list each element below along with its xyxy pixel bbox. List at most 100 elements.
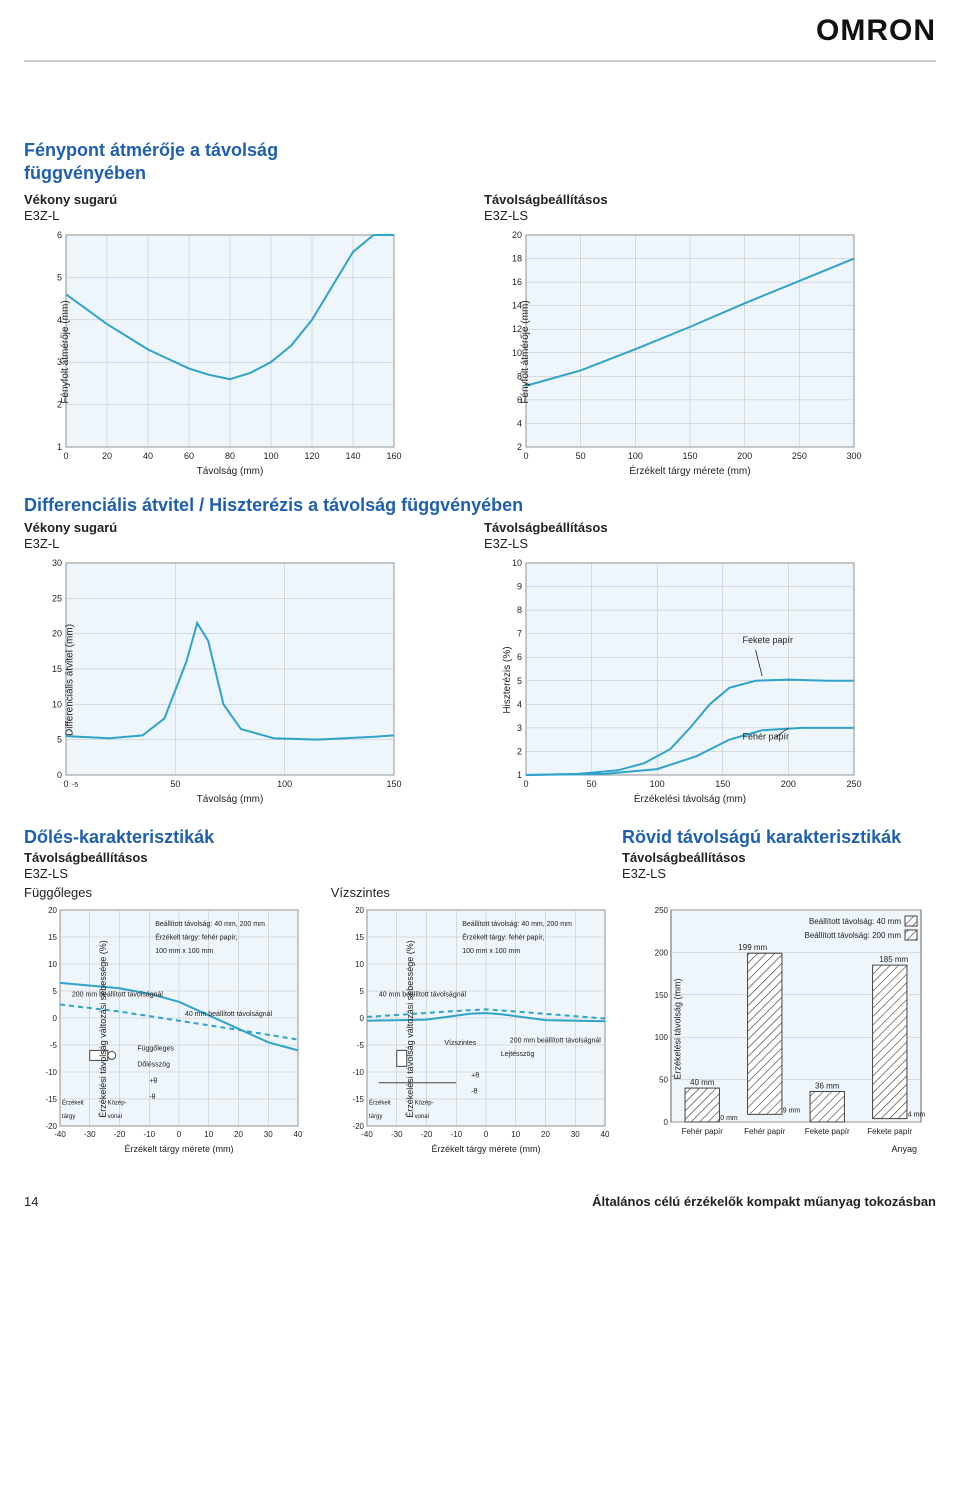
page-number: 14 [24, 1194, 38, 1209]
svg-text:0 mm: 0 mm [721, 1115, 739, 1122]
svg-text:15: 15 [355, 933, 364, 942]
chart-3a-yl: Érzékelési távolság változási sebessége … [98, 940, 108, 1118]
svg-text:tárgy: tárgy [62, 1114, 75, 1120]
svg-text:4: 4 [517, 699, 522, 709]
svg-text:-10: -10 [450, 1130, 462, 1139]
svg-text:0: 0 [177, 1130, 182, 1139]
s3-c2-head: Vízszintes [331, 885, 620, 900]
svg-text:0: 0 [63, 451, 68, 461]
svg-text:Érzékelt: Érzékelt [62, 1099, 84, 1106]
svg-text:Fehér papír: Fehér papír [744, 1127, 786, 1136]
svg-text:200: 200 [655, 948, 669, 957]
chart-3b-yl: Érzékelési távolság változási sebessége … [404, 940, 414, 1118]
svg-text:Érzékelt tárgy mérete (mm): Érzékelt tárgy mérete (mm) [431, 1144, 540, 1154]
content: Fénypont átmérője a távolság függvényébe… [0, 0, 960, 1194]
svg-text:150: 150 [655, 991, 669, 1000]
svg-text:100: 100 [277, 779, 292, 789]
svg-text:80: 80 [225, 451, 235, 461]
svg-text:16: 16 [512, 277, 522, 287]
svg-text:40 mm beállított távolságnál: 40 mm beállított távolságnál [379, 991, 467, 998]
svg-text:200: 200 [737, 451, 752, 461]
s1r-sub2: E3Z-LS [484, 208, 904, 223]
chart-3c-yl: Érzékelési távolság (mm) [673, 978, 683, 1079]
svg-text:20: 20 [355, 906, 364, 915]
svg-text:Beállított távolság: 40 mm, 20: Beállított távolság: 40 mm, 200 mm [155, 921, 265, 928]
chart-2r: Hiszterézis (%) 050100150200250123456789… [484, 555, 904, 805]
svg-text:100: 100 [650, 779, 665, 789]
svg-text:5: 5 [57, 735, 62, 745]
s1r-sub1: Távolságbeállításos [484, 192, 904, 207]
s2l-sub2: E3Z-L [24, 536, 444, 551]
s3-l1: Távolságbeállításos [24, 850, 604, 865]
svg-text:150: 150 [386, 779, 401, 789]
s3-l2: E3Z-LS [24, 866, 604, 881]
svg-text:10: 10 [52, 699, 62, 709]
svg-text:7: 7 [517, 629, 522, 639]
svg-text:100: 100 [263, 451, 278, 461]
s3-lt: Dőlés-karakterisztikák [24, 827, 604, 848]
svg-text:tárgy: tárgy [369, 1114, 382, 1120]
svg-text:-15: -15 [45, 1095, 57, 1104]
svg-text:Beállított távolság: 200 mm: Beállított távolság: 200 mm [805, 931, 902, 940]
svg-text:-5: -5 [50, 1041, 58, 1050]
svg-text:20: 20 [512, 230, 522, 240]
svg-text:0: 0 [63, 779, 68, 789]
svg-text:30: 30 [570, 1130, 579, 1139]
svg-text:Közép-: Közép- [108, 1100, 127, 1106]
svg-text:-10: -10 [143, 1130, 155, 1139]
svg-text:Közép-: Közép- [414, 1100, 433, 1106]
svg-text:185 mm: 185 mm [880, 955, 909, 964]
svg-text:36 mm: 36 mm [815, 1081, 840, 1090]
svg-text:20: 20 [52, 629, 62, 639]
svg-text:10: 10 [204, 1130, 213, 1139]
svg-text:15: 15 [48, 933, 57, 942]
svg-text:50: 50 [576, 451, 586, 461]
svg-text:Érzékelt tárgy: fehér papír,: Érzékelt tárgy: fehér papír, [155, 933, 237, 942]
s3-r2: E3Z-LS [622, 866, 922, 881]
svg-text:-30: -30 [84, 1130, 96, 1139]
s3-rt: Rövid távolságú karakterisztikák [622, 827, 922, 848]
svg-text:5: 5 [359, 987, 364, 996]
footer: 14 Általános célú érzékelők kompakt műan… [0, 1194, 960, 1223]
svg-text:100: 100 [655, 1033, 669, 1042]
svg-text:150: 150 [682, 451, 697, 461]
svg-text:Anyag: Anyag [892, 1144, 918, 1154]
s1l-sub2: E3Z-L [24, 208, 444, 223]
svg-text:10: 10 [355, 960, 364, 969]
svg-text:5: 5 [53, 987, 58, 996]
s3-r1: Távolságbeállításos [622, 850, 922, 865]
svg-text:200 mm beállított távolságnál: 200 mm beállított távolságnál [509, 1037, 600, 1044]
s2l-sub1: Vékony sugarú [24, 520, 444, 535]
svg-text:200: 200 [781, 779, 796, 789]
svg-text:160: 160 [386, 451, 401, 461]
chart-2l: Differenciális átvitel (mm) 050100150051… [24, 555, 444, 805]
svg-text:10: 10 [511, 1130, 520, 1139]
svg-text:vonal: vonal [414, 1114, 428, 1120]
svg-text:3: 3 [517, 723, 522, 733]
svg-text:+θ: +θ [149, 1078, 157, 1085]
svg-text:-5: -5 [357, 1041, 365, 1050]
svg-text:-20: -20 [45, 1122, 57, 1131]
svg-text:-5: -5 [72, 782, 78, 789]
svg-text:9: 9 [517, 582, 522, 592]
svg-text:Érzékelt tárgy mérete (mm): Érzékelt tárgy mérete (mm) [629, 464, 750, 477]
svg-text:8: 8 [517, 605, 522, 615]
svg-text:25: 25 [52, 593, 62, 603]
svg-text:-20: -20 [420, 1130, 432, 1139]
svg-text:-10: -10 [45, 1068, 57, 1077]
svg-text:10: 10 [512, 558, 522, 568]
svg-text:0: 0 [57, 770, 62, 780]
svg-text:40: 40 [143, 451, 153, 461]
svg-text:0: 0 [523, 779, 528, 789]
svg-text:50: 50 [170, 779, 180, 789]
svg-text:30: 30 [264, 1130, 273, 1139]
chart-3a: Érzékelési távolság változási sebessége … [24, 904, 313, 1154]
svg-text:20: 20 [541, 1130, 550, 1139]
svg-text:20: 20 [102, 451, 112, 461]
svg-text:0: 0 [483, 1130, 488, 1139]
chart-1r-yl: Fényfolt átmérője (mm) [520, 300, 531, 403]
svg-text:Fehér papír: Fehér papír [742, 732, 789, 742]
svg-text:1: 1 [57, 442, 62, 452]
svg-text:Fehér papír: Fehér papír [682, 1127, 724, 1136]
svg-text:250: 250 [846, 779, 861, 789]
